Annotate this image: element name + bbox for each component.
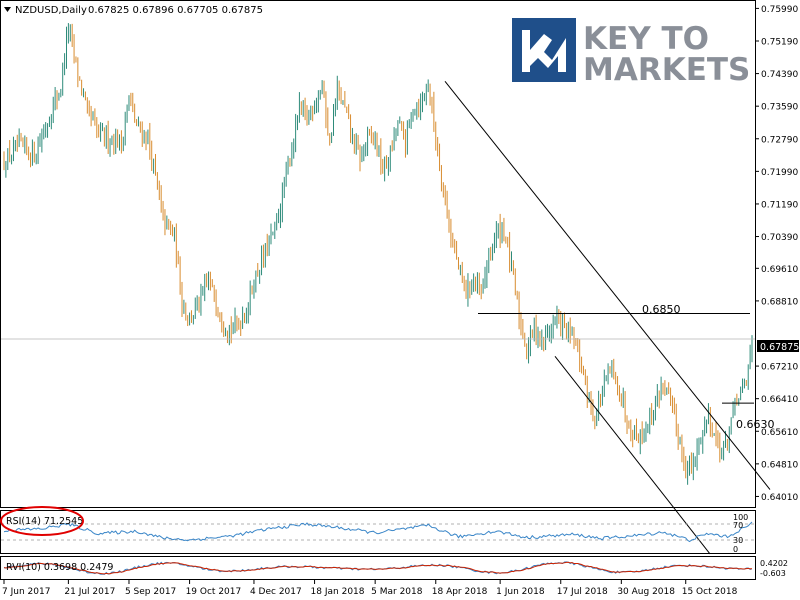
time-tick-label: 7 Jun 2017 [2, 587, 50, 597]
price-tick-label: 0.72790 [761, 135, 798, 145]
price-tick-label: 0.70390 [761, 233, 798, 243]
time-tick-label: 30 Aug 2018 [617, 587, 675, 597]
price-tick-label: 0.69610 [761, 265, 798, 275]
symbol-timeframe: NZDUSD,Daily [15, 5, 87, 16]
main-panel-frame [0, 0, 756, 508]
rsi-highlight-ellipse [0, 506, 84, 536]
price-axis: 0.75990 0.75190 0.74390 0.73590 0.72790 0.719… [755, 5, 798, 503]
rvi-signal-line [3, 561, 752, 575]
rsi-panel-frame [0, 510, 756, 554]
price-tick-label: 0.71990 [761, 168, 798, 178]
price-tick-label: 0.68810 [761, 297, 798, 307]
price-tick-label: 0.64010 [761, 493, 798, 503]
key-to-markets-logo: KEY TO MARKETS [512, 18, 750, 88]
time-tick-label: 5 Sep 2017 [125, 587, 176, 597]
price-tick-label: 0.67210 [761, 363, 798, 373]
price-tick-label: 0.64810 [761, 460, 798, 470]
price-tick-label: 0.75190 [761, 37, 798, 47]
trendline-resistance [444, 81, 771, 490]
rsi-indicator [1, 521, 755, 543]
logo-km-icon [522, 30, 566, 72]
rvi-panel-frame [0, 556, 756, 580]
rsi-level-100: 100 [733, 513, 748, 522]
rsi-level-70: 70 [733, 521, 743, 530]
time-tick-label: 4 Dec 2017 [250, 587, 302, 597]
time-tick-label: 21 Jul 2017 [64, 587, 115, 597]
level-label-6630: 0.6630 [736, 418, 775, 431]
rsi-level-30: 30 [733, 536, 743, 545]
candles [3, 23, 753, 485]
time-tick-label: 5 Mar 2018 [371, 587, 423, 597]
price-tick-label: 0.65610 [761, 428, 798, 438]
time-tick-label: 17 Jul 2018 [557, 587, 608, 597]
level-label-6850: 0.6850 [642, 303, 681, 316]
price-tick-label: 0.71190 [761, 200, 798, 210]
time-tick-label: 1 Jun 2018 [496, 587, 545, 597]
time-axis: 7 Jun 2017 21 Jul 2017 5 Sep 2017 19 Oct 20… [2, 580, 738, 597]
rsi-label: RSI(14) 71.2545 [6, 516, 83, 527]
trendline-support [554, 355, 711, 555]
price-tick-label: 0.74390 [761, 70, 798, 80]
price-tick-label: 0.75990 [761, 5, 798, 15]
time-tick-label: 18 Jan 2018 [311, 587, 365, 597]
price-tick-label: 0.66410 [761, 395, 798, 405]
current-price-label: 0.67875 [760, 342, 799, 353]
rsi-level-0: 0 [733, 545, 738, 554]
rvi-indicator [3, 561, 753, 575]
logo-line2: MARKETS [583, 52, 750, 88]
time-tick-label: 15 Oct 2018 [682, 587, 738, 597]
time-tick-label: 19 Oct 2017 [186, 587, 242, 597]
time-tick-label: 18 Apr 2018 [432, 587, 488, 597]
logo-line1: KEY TO [583, 21, 709, 57]
ohlc-values: 0.67825 0.67896 0.67705 0.67875 [88, 5, 263, 16]
rvi-label: RVI(10) 0.3698 0.2479 [6, 562, 113, 573]
rsi-line [3, 521, 753, 543]
price-tick-label: 0.73590 [761, 103, 798, 113]
rvi-level-high: 0.4202 [760, 559, 788, 568]
overlay-lines [1, 81, 771, 555]
rvi-level-low: -0.603 [760, 569, 786, 578]
current-price-tag [757, 340, 799, 352]
dropdown-triangle-icon[interactable] [4, 7, 11, 12]
